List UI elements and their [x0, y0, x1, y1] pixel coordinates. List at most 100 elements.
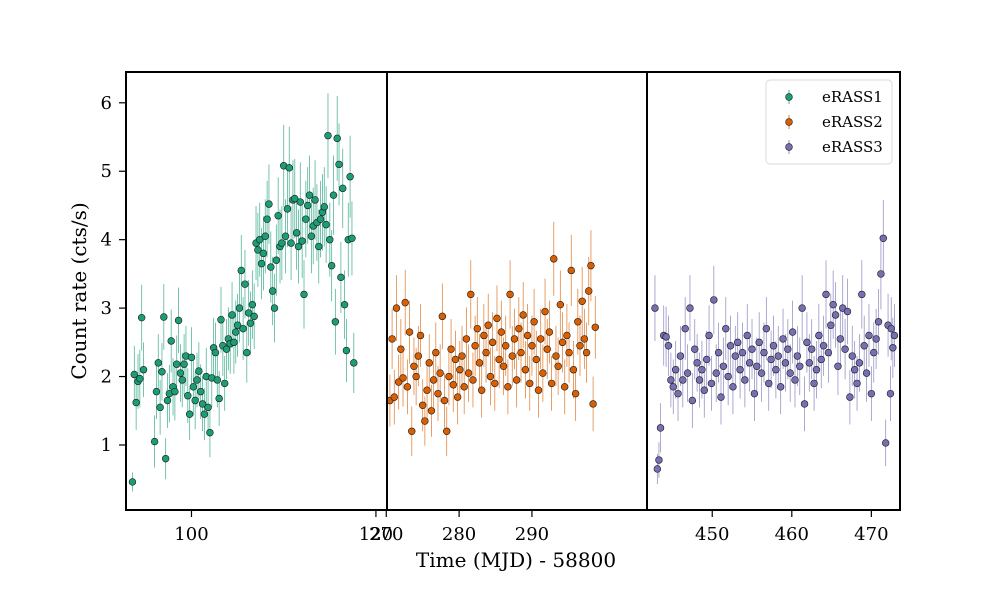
- data-point: [784, 345, 792, 353]
- data-point: [259, 249, 268, 258]
- data-point: [477, 386, 486, 394]
- data-point: [303, 201, 312, 210]
- data-point: [150, 437, 159, 446]
- data-point: [257, 259, 266, 268]
- data-point: [571, 389, 580, 398]
- y-tick-label: 4: [101, 230, 112, 251]
- data-point: [674, 389, 682, 398]
- data-point: [456, 366, 464, 374]
- data-point: [554, 362, 562, 370]
- data-point: [565, 348, 573, 357]
- data-point: [335, 160, 343, 169]
- data-point: [655, 456, 663, 464]
- data-point: [315, 242, 323, 251]
- legend-label: eRASS2: [822, 113, 883, 131]
- data-point: [267, 263, 275, 271]
- data-point: [292, 229, 301, 237]
- data-point: [408, 427, 416, 435]
- data-point: [130, 370, 139, 379]
- data-point: [827, 321, 835, 329]
- data-point: [589, 400, 597, 408]
- data-point: [473, 324, 482, 333]
- data-point: [788, 328, 797, 336]
- data-point: [158, 368, 166, 376]
- data-point: [695, 376, 704, 384]
- data-point: [281, 232, 290, 240]
- data-point: [683, 369, 692, 377]
- data-point: [191, 396, 199, 405]
- data-point: [256, 235, 264, 244]
- data-point: [810, 379, 818, 388]
- data-point: [311, 196, 319, 204]
- data-point: [791, 376, 799, 384]
- data-point: [748, 345, 756, 353]
- data-point: [322, 220, 330, 229]
- data-point: [488, 338, 497, 347]
- data-point: [700, 386, 708, 394]
- data-point: [539, 369, 547, 377]
- data-point: [812, 366, 821, 374]
- data-point: [552, 352, 560, 360]
- data-point: [717, 393, 725, 401]
- data-point: [171, 387, 179, 396]
- data-point: [443, 427, 451, 435]
- data-point: [800, 400, 809, 408]
- data-point: [232, 328, 240, 336]
- legend: eRASS1 eRASS2 eRASS3: [765, 79, 893, 165]
- data-point: [327, 261, 336, 270]
- data-point: [296, 198, 305, 206]
- data-point: [815, 331, 823, 340]
- data-point: [664, 342, 673, 350]
- legend-item-eRASS2: eRASS2: [785, 113, 883, 131]
- data-point: [757, 369, 766, 377]
- data-point: [753, 362, 761, 370]
- data-point: [305, 191, 314, 199]
- data-point: [569, 366, 578, 374]
- data-point: [285, 164, 293, 172]
- data-point: [233, 321, 242, 329]
- data-point: [390, 393, 398, 401]
- data-point: [283, 205, 292, 213]
- data-point: [416, 331, 425, 340]
- data-point: [508, 352, 516, 360]
- data-point: [767, 355, 775, 364]
- data-point: [563, 331, 571, 340]
- data-point: [738, 348, 747, 357]
- legend-marker: [785, 118, 793, 126]
- data-point: [440, 396, 449, 405]
- data-point: [676, 352, 685, 360]
- panel-frame-1: [125, 71, 388, 511]
- data-point: [824, 348, 833, 357]
- data-point: [662, 333, 670, 341]
- data-point: [339, 184, 347, 193]
- data-point: [230, 338, 238, 347]
- data-point: [714, 348, 723, 357]
- data-point: [726, 342, 735, 350]
- data-point: [436, 369, 444, 377]
- data-point: [215, 394, 223, 403]
- data-point: [656, 424, 665, 432]
- data-point: [750, 389, 759, 398]
- data-point: [530, 318, 538, 326]
- data-point: [388, 335, 396, 343]
- data-point: [774, 352, 782, 360]
- data-point: [254, 246, 262, 254]
- data-point: [193, 376, 201, 384]
- data-point: [733, 338, 742, 347]
- data-point: [705, 331, 713, 340]
- data-point: [198, 400, 207, 408]
- panel-frame-3: [646, 71, 901, 511]
- data-point: [324, 131, 332, 140]
- data-point: [850, 366, 859, 374]
- data-point: [184, 392, 192, 400]
- data-point: [403, 383, 412, 391]
- data-point: [475, 359, 484, 367]
- data-point: [137, 313, 146, 322]
- data-point: [877, 270, 885, 278]
- data-point: [432, 348, 440, 357]
- data-point: [578, 297, 586, 305]
- x-tick-label: 290: [515, 524, 549, 545]
- data-point: [805, 359, 814, 367]
- data-point: [160, 313, 168, 321]
